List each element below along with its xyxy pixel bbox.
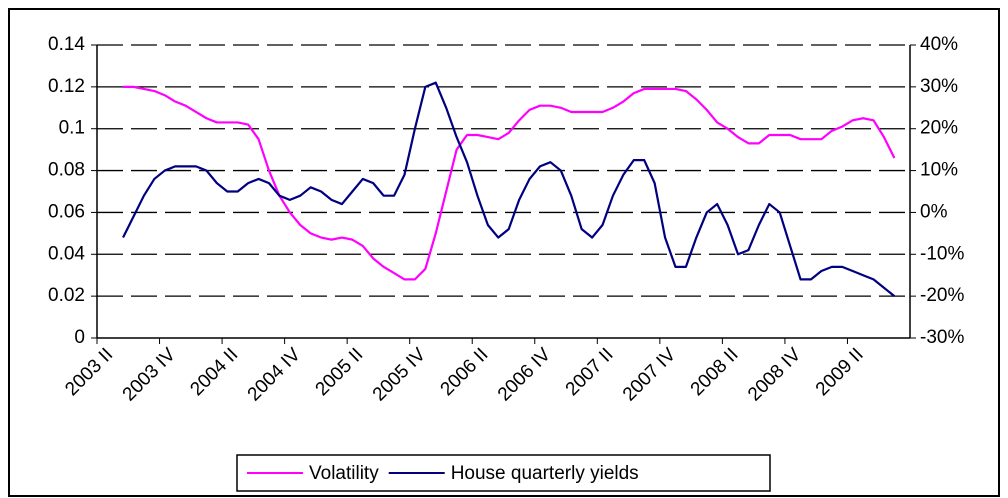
y-tick-label: 0.08 (48, 160, 85, 181)
y-tick-label: 0.12 (48, 76, 85, 97)
legend-label: House quarterly yields (451, 463, 639, 484)
y2-tick-label: -20% (920, 285, 964, 306)
y2-tick-label: 10% (920, 160, 958, 181)
y2-tick-label: 30% (920, 76, 958, 97)
series-line (122, 81, 896, 297)
legend: Volatility House quarterly yields (236, 454, 771, 492)
series-line (123, 85, 896, 281)
y-tick-label: 0.1 (59, 118, 85, 139)
y2-tick-label: 40% (920, 34, 958, 55)
legend-label: Volatility (309, 463, 379, 484)
chart-border (8, 8, 1000, 497)
y-tick-label: 0.14 (48, 34, 85, 55)
y2-tick-label: -30% (920, 327, 964, 348)
y2-tick-label: 20% (920, 118, 958, 139)
y-tick-label: 0.04 (48, 243, 85, 264)
y-tick-label: 0 (74, 327, 85, 348)
y2-tick-label: -10% (920, 243, 964, 264)
y-tick-label: 0.02 (48, 285, 85, 306)
y-tick-label: 0.06 (48, 201, 85, 222)
y2-tick-label: 0% (920, 201, 948, 222)
legend-box (236, 454, 771, 492)
